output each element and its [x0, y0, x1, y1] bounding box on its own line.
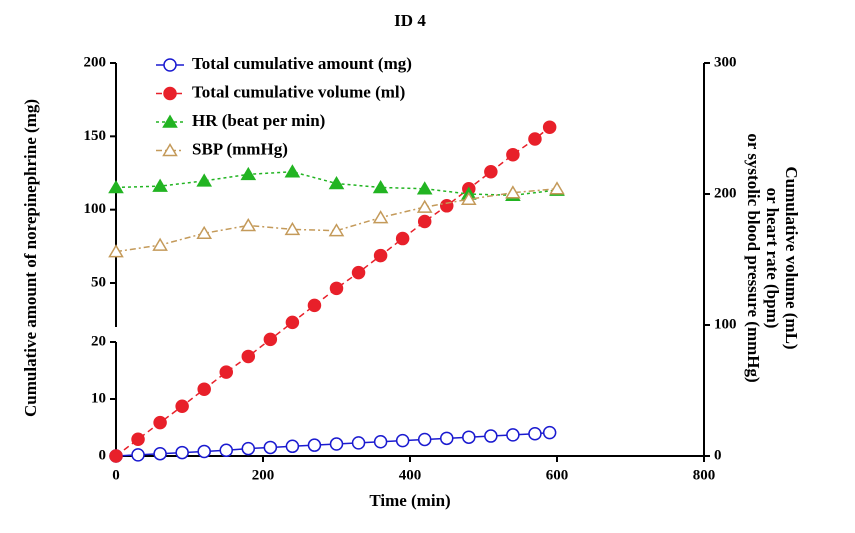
series-line: [115, 188, 558, 253]
marker: [175, 399, 189, 413]
marker: [108, 244, 124, 258]
x-tick-label: 800: [693, 467, 716, 483]
y-tick-label: 10: [91, 390, 106, 406]
legend-label: HR (beat per min): [192, 111, 325, 130]
marker: [196, 225, 213, 240]
marker: [219, 443, 233, 458]
y2-tick-label: 200: [714, 185, 737, 201]
y-tick-label: 200: [84, 54, 107, 70]
marker: [351, 436, 366, 450]
marker: [197, 382, 211, 396]
marker: [484, 164, 498, 179]
marker: [131, 448, 145, 462]
y2-axis-label: or heart rate (bpm): [763, 188, 782, 329]
marker: [328, 223, 345, 237]
marker: [153, 415, 167, 430]
marker: [196, 173, 213, 187]
x-tick-label: 200: [252, 467, 275, 483]
marker: [506, 428, 520, 442]
marker: [506, 147, 520, 162]
marker: [528, 132, 542, 146]
marker: [373, 248, 388, 263]
legend-label: Total cumulative amount (mg): [192, 54, 412, 73]
legend-marker: [163, 86, 177, 101]
marker: [351, 265, 366, 280]
y-tick-label: 20: [91, 333, 106, 349]
marker: [416, 181, 433, 195]
marker: [152, 237, 168, 251]
marker: [372, 179, 389, 194]
y-tick-label: 150: [84, 128, 107, 144]
marker: [417, 432, 432, 447]
marker: [542, 425, 557, 440]
marker: [240, 166, 257, 181]
marker: [484, 429, 498, 443]
marker: [372, 210, 389, 224]
marker: [263, 440, 278, 455]
chart-title: ID 4: [394, 11, 426, 30]
marker: [197, 444, 211, 459]
marker: [263, 332, 278, 347]
marker: [549, 181, 565, 195]
marker: [240, 217, 257, 232]
marker: [152, 178, 168, 192]
marker: [395, 231, 410, 246]
marker: [284, 164, 301, 178]
marker: [175, 445, 189, 460]
legend-label: Total cumulative volume (ml): [192, 82, 405, 101]
x-tick-label: 400: [399, 467, 422, 483]
y-tick-label: 50: [91, 274, 106, 290]
marker: [460, 191, 477, 205]
marker: [131, 432, 145, 446]
marker: [108, 179, 124, 194]
marker: [505, 185, 521, 199]
marker: [542, 120, 557, 134]
legend-marker: [162, 114, 178, 128]
marker: [153, 446, 167, 461]
series-line: [115, 126, 551, 457]
marker: [528, 427, 542, 441]
marker: [417, 214, 432, 229]
marker: [373, 435, 388, 449]
legend-label: SBP (mmHg): [192, 139, 288, 158]
marker: [284, 221, 301, 236]
x-axis-label: Time (min): [369, 491, 450, 510]
y2-axis-label: Cumulative volume (mL): [782, 166, 801, 349]
marker: [329, 281, 344, 296]
marker: [440, 199, 454, 213]
y-tick-label: 0: [99, 447, 107, 463]
legend-marker: [163, 58, 177, 72]
marker: [285, 439, 300, 454]
legend-marker: [162, 143, 178, 157]
marker: [241, 349, 256, 364]
marker: [416, 199, 433, 213]
marker: [462, 430, 476, 444]
marker: [395, 433, 410, 448]
marker: [109, 449, 123, 463]
marker: [307, 438, 322, 452]
marker: [219, 365, 233, 379]
y2-axis-label: or systolic blood pressure (mmHg): [744, 133, 763, 382]
marker: [241, 441, 256, 456]
marker: [328, 176, 345, 190]
y-tick-label: 100: [84, 201, 107, 217]
marker: [329, 437, 344, 451]
marker: [307, 298, 322, 313]
x-tick-label: 600: [546, 467, 569, 483]
y2-tick-label: 300: [714, 54, 737, 70]
y-axis-label: Cumulative amount of norepinephrine (mg): [21, 99, 40, 417]
y2-tick-label: 100: [714, 316, 737, 332]
marker: [440, 431, 454, 446]
y2-tick-label: 0: [714, 447, 722, 463]
marker: [285, 315, 300, 330]
x-tick-label: 0: [112, 467, 120, 483]
